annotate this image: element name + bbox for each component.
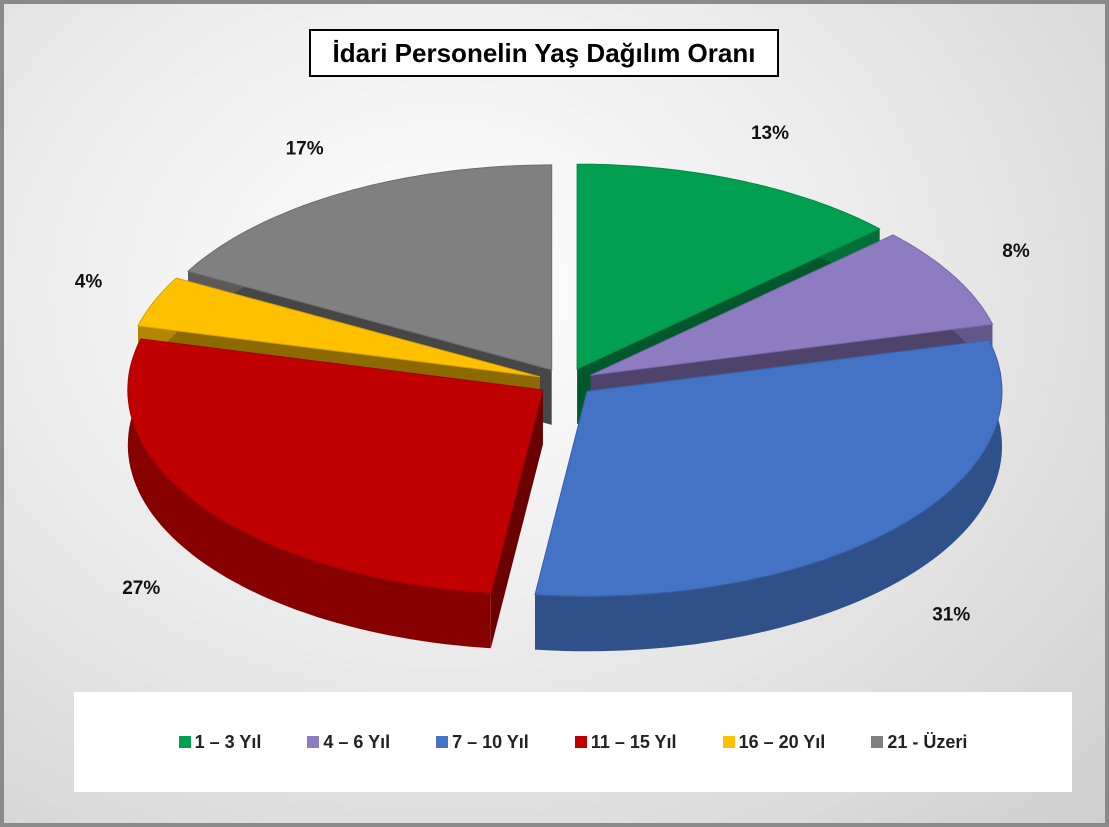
legend-item: 11 – 15 Yıl <box>574 731 677 753</box>
data-label: 13% <box>751 123 789 144</box>
legend: 1 – 3 Yıl 4 – 6 Yıl 7 – 10 Yıl 11 – 15 Yıl 1… <box>74 692 1072 792</box>
data-label: 4% <box>75 272 103 293</box>
slice <box>576 163 881 370</box>
legend-swatch <box>871 736 884 748</box>
legend-item: 1 – 3 Yıl <box>178 731 262 753</box>
slice-side <box>535 340 1002 652</box>
legend-label: 21 - Üzeri <box>887 731 968 752</box>
legend-item: 16 – 20 Yıl <box>722 731 826 753</box>
slice <box>590 234 994 376</box>
slice <box>127 338 544 594</box>
slice-side <box>127 338 491 649</box>
legend-item: 21 - Üzeri <box>871 732 967 753</box>
chart: 13% 17% 8% 4% 27% 31% <box>75 123 1030 652</box>
legend-swatch <box>436 736 449 748</box>
legend-label: 4 – 6 Yıl <box>323 731 391 752</box>
slice <box>534 339 1003 597</box>
legend-swatch <box>178 736 191 748</box>
slice-side <box>490 389 543 649</box>
slice <box>137 277 541 378</box>
data-label: 17% <box>286 138 324 159</box>
legend-item: 4 – 6 Yıl <box>307 732 390 753</box>
legend-label: 16 – 20 Yıl <box>738 731 826 752</box>
legend-label: 7 – 10 Yıl <box>452 731 529 752</box>
legend-swatch <box>722 736 735 748</box>
data-label: 8% <box>1002 241 1030 262</box>
legend-label: 11 – 15 Yıl <box>590 731 677 752</box>
legend-item: 7 – 10 Yıl <box>436 732 529 753</box>
slice <box>187 164 553 371</box>
legend-swatch <box>307 736 320 748</box>
chart-title: İdari Personelin Yaş Dağılım Oranı <box>309 29 779 77</box>
data-label: 31% <box>932 605 970 626</box>
legend-label: 1 – 3 Yıl <box>194 731 262 752</box>
data-label: 27% <box>122 578 160 599</box>
legend-swatch <box>574 736 587 748</box>
